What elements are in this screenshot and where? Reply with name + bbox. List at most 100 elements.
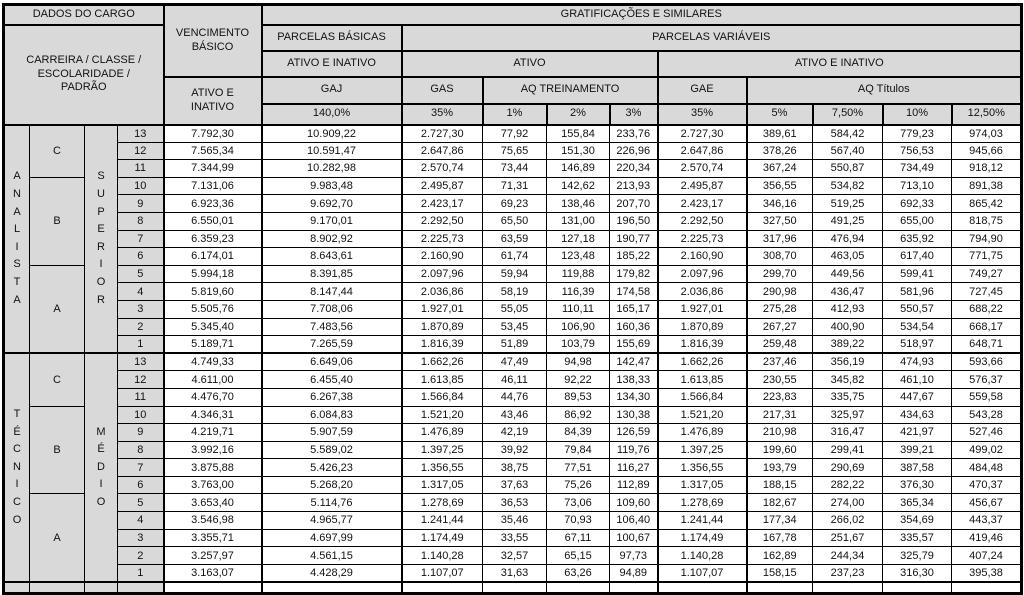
cell-aq-titulos-10pct: 434,63 bbox=[882, 405, 952, 425]
cell-gaj: 6.649,06 bbox=[260, 352, 402, 372]
cell-aq-treinamento-3pct: 226,96 bbox=[609, 141, 658, 161]
cell-vencimento-basico: 5.189,71 bbox=[162, 335, 262, 354]
cell-aq-titulos-12-5pct: 865,42 bbox=[951, 194, 1022, 213]
cell-gaj: 8.391,85 bbox=[260, 264, 402, 284]
cell-gae: 1.107,07 bbox=[656, 563, 747, 583]
header-aq-treinamento-pct-2: 2% bbox=[545, 102, 611, 126]
header-aq-titulos-pct-5: 5% bbox=[745, 102, 814, 126]
cell-aq-titulos-7-5pct: 436,47 bbox=[812, 282, 883, 301]
cell-gaj: 5.268,20 bbox=[260, 475, 402, 495]
cell-aq-titulos-10pct: 325,79 bbox=[882, 546, 952, 565]
cell-aq-titulos-12-5pct: 543,28 bbox=[951, 405, 1022, 425]
cell-aq-treinamento-1pct: 65,50 bbox=[482, 211, 547, 231]
cell-aq-treinamento-3pct: 190,77 bbox=[609, 229, 658, 249]
cell-aq-treinamento-3pct: 109,60 bbox=[609, 493, 658, 513]
cell-aq-titulos-10pct: 518,97 bbox=[882, 335, 952, 354]
cell-aq-titulos-5pct: 378,26 bbox=[745, 141, 813, 161]
cell-aq-titulos-7-5pct: 290,69 bbox=[812, 458, 883, 477]
cell-gae: 2.160,90 bbox=[656, 247, 747, 266]
cell-padrao: 7 bbox=[117, 229, 164, 249]
cell-classe: C bbox=[29, 352, 85, 407]
cell-aq-titulos-7-5pct: 519,25 bbox=[812, 194, 883, 213]
cell-vencimento-basico: 6.174,01 bbox=[162, 247, 262, 266]
cell-aq-treinamento-1pct: 46,11 bbox=[482, 370, 547, 389]
cell-aq-treinamento-1pct: 55,05 bbox=[482, 299, 547, 319]
cell-aq-treinamento-1pct: 43,46 bbox=[482, 405, 547, 425]
cell-gae: 2.570,74 bbox=[656, 159, 747, 178]
cell-gas: 2.292,50 bbox=[400, 211, 483, 231]
cell-aq-titulos-7-5pct: 550,87 bbox=[812, 159, 883, 178]
header-aq-titulos-pct-10: 10% bbox=[881, 102, 953, 126]
cell-padrao: 1 bbox=[117, 563, 164, 583]
cell-aq-titulos-7-5pct: 345,82 bbox=[812, 370, 883, 389]
cell-padrao: 13 bbox=[117, 352, 164, 372]
cell-aq-titulos-12-5pct: 559,58 bbox=[951, 387, 1022, 407]
cell-aq-treinamento-2pct: 89,53 bbox=[546, 387, 610, 407]
header-aq-titulos-pct-7-5: 7,50% bbox=[811, 102, 884, 126]
table-row: 3 5.505,76 7.708,06 1.927,01 55,05 110,11 165,… bbox=[4, 299, 1022, 319]
cell-padrao: 2 bbox=[117, 546, 164, 565]
cell-aq-titulos-7-5pct: 449,56 bbox=[812, 264, 883, 284]
cell-aq-treinamento-1pct: 73,44 bbox=[482, 159, 547, 178]
cell-vencimento-basico: 4.346,31 bbox=[162, 405, 262, 425]
cell-aq-titulos-12-5pct: 749,27 bbox=[951, 264, 1022, 284]
cell-aq-titulos-5pct: 259,48 bbox=[745, 335, 813, 354]
cell-vencimento-basico: 4.749,33 bbox=[162, 352, 262, 372]
cell-gas: 2.727,30 bbox=[400, 123, 483, 143]
cell-aq-treinamento-2pct: 65,15 bbox=[546, 546, 610, 565]
cell-aq-titulos-5pct: 389,61 bbox=[745, 123, 813, 143]
cell-aq-treinamento-3pct: 130,38 bbox=[609, 405, 658, 425]
header-gae: GAE bbox=[656, 75, 748, 105]
table-row: 7 3.875,88 5.426,23 1.356,55 38,75 77,51 116,2… bbox=[4, 458, 1022, 477]
cell-aq-titulos-5pct: 356,55 bbox=[745, 176, 813, 196]
cell-aq-treinamento-2pct: 84,39 bbox=[546, 423, 610, 442]
cell-aq-treinamento-2pct: 138,46 bbox=[546, 194, 610, 213]
cell-clipped bbox=[3, 580, 30, 595]
cell-gas: 1.521,20 bbox=[400, 405, 483, 425]
cell-aq-titulos-12-5pct: 484,48 bbox=[951, 458, 1022, 477]
cell-aq-treinamento-3pct: 179,82 bbox=[609, 264, 658, 284]
table-row: 11 7.344,99 10.282,98 2.570,74 73,44 146,89 22… bbox=[4, 159, 1022, 178]
cell-gaj: 4.428,29 bbox=[260, 563, 402, 583]
cell-aq-treinamento-3pct: 233,76 bbox=[609, 123, 658, 143]
cell-aq-titulos-7-5pct: 282,22 bbox=[812, 475, 883, 495]
cell-aq-titulos-12-5pct: 891,38 bbox=[951, 176, 1022, 196]
cell-aq-treinamento-1pct: 53,45 bbox=[482, 317, 547, 337]
cell-aq-treinamento-2pct: 103,79 bbox=[546, 335, 610, 354]
cell-aq-titulos-12-5pct: 499,02 bbox=[951, 440, 1022, 460]
cell-padrao: 8 bbox=[117, 211, 164, 231]
cell-aq-titulos-7-5pct: 266,02 bbox=[812, 511, 883, 530]
cell-aq-titulos-5pct: 193,79 bbox=[745, 458, 813, 477]
cell-classe: B bbox=[29, 176, 85, 266]
cell-clipped bbox=[84, 580, 118, 595]
cell-aq-titulos-10pct: 756,53 bbox=[882, 141, 952, 161]
cell-gae: 1.174,49 bbox=[656, 528, 747, 548]
cell-aq-treinamento-1pct: 33,55 bbox=[482, 528, 547, 548]
cell-gae: 1.140,28 bbox=[656, 546, 747, 565]
cell-aq-treinamento-2pct: 123,48 bbox=[546, 247, 610, 266]
cell-vencimento-basico: 7.792,30 bbox=[162, 123, 262, 143]
cell-aq-treinamento-1pct: 44,76 bbox=[482, 387, 547, 407]
cell-aq-titulos-5pct: 308,70 bbox=[745, 247, 813, 266]
cell-aq-titulos-7-5pct: 299,41 bbox=[812, 440, 883, 460]
cell-aq-titulos-7-5pct: 244,34 bbox=[812, 546, 883, 565]
cell-aq-treinamento-1pct: 38,75 bbox=[482, 458, 547, 477]
cell-aq-titulos-10pct: 534,54 bbox=[882, 317, 952, 337]
cell-gae: 1.566,84 bbox=[656, 387, 747, 407]
cell-aq-titulos-10pct: 692,33 bbox=[882, 194, 952, 213]
cell-vencimento-basico: 3.653,40 bbox=[162, 493, 262, 513]
cell-aq-titulos-12-5pct: 407,24 bbox=[951, 546, 1022, 565]
cell-gas: 1.241,44 bbox=[400, 511, 483, 530]
cell-gae: 2.036,86 bbox=[656, 282, 747, 301]
table-row: 4 5.819,60 8.147,44 2.036,86 58,19 116,39 174,… bbox=[4, 282, 1022, 301]
table-row: 1 3.163,07 4.428,29 1.107,07 31,63 63,26 94,89… bbox=[4, 563, 1022, 583]
cell-aq-treinamento-1pct: 39,92 bbox=[482, 440, 547, 460]
cell-aq-titulos-5pct: 188,15 bbox=[745, 475, 813, 495]
cell-aq-titulos-12-5pct: 470,37 bbox=[951, 475, 1022, 495]
cell-aq-treinamento-2pct: 106,90 bbox=[546, 317, 610, 337]
cell-gae: 1.241,44 bbox=[656, 511, 747, 530]
cell-aq-titulos-5pct: 199,60 bbox=[745, 440, 813, 460]
cell-aq-titulos-12-5pct: 593,66 bbox=[951, 352, 1022, 372]
